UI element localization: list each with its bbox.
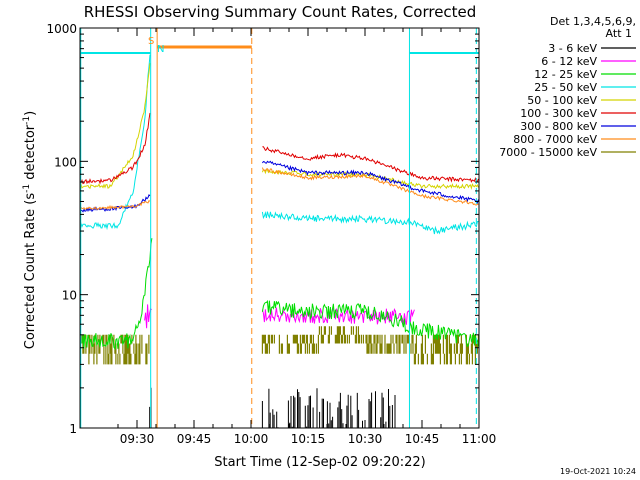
legend-header-line-2: Att 1 [606,27,632,40]
chart-title: RHESSI Observing Summary Count Rates, Co… [84,3,477,21]
y-tick-label-1: 1 [69,422,77,436]
x-tick-label-0945: 09:45 [177,432,212,446]
legend-label-800-7000keVkev: 800 - 7000 keV [513,133,597,146]
legend-label-100-300keVkev: 100 - 300 keV [520,107,597,120]
series-line-segment-1 [261,299,479,348]
legend-header-line-1: Det 1,3,4,5,6,9, [550,15,636,28]
series-12-25keV-kev [81,238,479,351]
axis-layer: 09:30 09:45 10:00 10:15 10:30 10:45 11:00 1 10 10… [46,22,496,446]
n-annotation: N [157,44,164,55]
y-axis-label-sup2: -1 [22,116,32,125]
y-axis-label: Corrected Count Rate (s-1 detector-1) [22,111,38,349]
footer-timestamp: 19-Oct-2021 10:24 [560,467,636,476]
series-100-300keV-kev [80,112,479,185]
legend-label-6-12keVkev: 6 - 12 keV [541,55,597,68]
y-axis-label-mid: detector [23,124,38,184]
series-steps-segment-2 [318,326,364,344]
series-line-segment-1 [261,167,479,206]
legend-label-50-100keVkev: 50 - 100 keV [527,94,597,107]
series-line-segment-0 [81,238,153,351]
legend-label-300-800keVkev: 300 - 800 keV [520,120,597,133]
series-800-7000keV-kev [79,167,479,210]
x-tick-label-1000: 10:00 [234,432,269,446]
x-tick-label-1015: 10:15 [291,432,326,446]
legend-label-12-25keVkev: 12 - 25 keV [534,68,597,81]
s-annotation: S [148,36,154,47]
legend-label-3-6keVkev: 3 - 6 keV [548,42,597,55]
series-line-segment-1 [261,169,479,191]
legend-label-25-50keVkev: 25 - 50 keV [534,81,597,94]
y-axis-label-main: Corrected Count Rate (s [23,193,38,350]
series-steps-segment-1 [261,334,319,354]
y-axis-label-sup1: -1 [22,184,32,193]
legend-label-7000-15000keVkev: 7000 - 15000 keV [499,146,597,159]
series-line-segment-0 [80,112,151,185]
series-line-segment-1 [262,146,479,183]
x-tick-label-1100: 11:00 [462,432,497,446]
y-axis-label-end: ) [23,111,38,116]
x-tick-label-1045: 10:45 [405,432,440,446]
series-line-segment-0 [79,200,151,210]
x-tick-label-1030: 10:30 [348,432,383,446]
y-tick-label-10: 10 [62,289,77,303]
y-tick-label-100: 100 [54,155,77,169]
series-line-segment-1 [261,210,479,235]
series-line-segment-1 [262,160,479,205]
x-tick-label-0930: 09:30 [120,432,155,446]
marker-layer [80,28,479,428]
y-tick-label-1000: 1000 [46,22,77,36]
plot-frame [79,27,480,429]
x-axis-label: Start Time (12-Sep-02 09:20:22) [214,455,425,470]
